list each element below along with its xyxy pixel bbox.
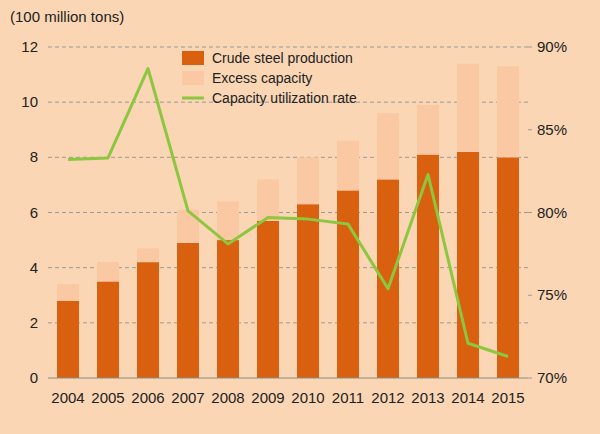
bar: [337, 190, 359, 378]
y-tick-label: 0: [30, 369, 38, 386]
bar: [337, 141, 359, 191]
x-tick-label: 2012: [371, 389, 404, 406]
bar: [137, 262, 159, 378]
bar: [417, 155, 439, 378]
grid-line: [48, 157, 528, 158]
bar: [97, 262, 119, 281]
chart-container: (100 million tons) 0 2 4 6 8 10 12 70% 75% 80% 85% 9…: [0, 0, 600, 434]
bar: [497, 157, 519, 378]
bar: [257, 179, 279, 220]
chart-svg: (100 million tons) 0 2 4 6 8 10 12 70% 75% 80% 85% 9…: [0, 0, 600, 434]
bar: [417, 105, 439, 155]
bar: [297, 204, 319, 378]
y-tick-label: 8: [30, 148, 38, 165]
bar: [137, 248, 159, 262]
bar: [257, 221, 279, 378]
y2-tick: [528, 212, 532, 213]
bar: [377, 113, 399, 179]
x-tick-label: 2008: [211, 389, 244, 406]
legend-swatch: [182, 71, 204, 85]
y-tick-label: 10: [21, 93, 38, 110]
plot-area: [57, 64, 519, 378]
x-axis-line: [48, 378, 528, 379]
legend-label: Capacity utilization rate: [212, 90, 357, 106]
bar: [177, 210, 199, 243]
y2-tick: [528, 129, 532, 130]
y2-tick-label: 70%: [537, 369, 567, 386]
y2-tick: [528, 47, 532, 48]
bar: [217, 240, 239, 378]
x-tick-label: 2009: [251, 389, 284, 406]
bar: [57, 301, 79, 378]
y2-tick-label: 90%: [537, 38, 567, 55]
x-tick-label: 2007: [171, 389, 204, 406]
x-tick-label: 2014: [451, 389, 484, 406]
y2-tick-label: 85%: [537, 121, 567, 138]
y2-tick: [528, 378, 532, 379]
y2-tick-label: 80%: [537, 204, 567, 221]
bar: [497, 66, 519, 157]
legend-swatch: [182, 51, 204, 65]
legend-label: Crude steel production: [212, 50, 353, 66]
y-tick-label: 4: [30, 259, 38, 276]
x-tick-label: 2010: [291, 389, 324, 406]
bar: [57, 284, 79, 301]
bar: [297, 157, 319, 204]
y2-tick-label: 75%: [537, 286, 567, 303]
x-tick-label: 2013: [411, 389, 444, 406]
bar: [177, 243, 199, 378]
bar: [217, 201, 239, 240]
y-axis-label: (100 million tons): [10, 8, 124, 25]
y-tick-label: 6: [30, 204, 38, 221]
line: [68, 69, 508, 357]
x-tick-label: 2004: [51, 389, 84, 406]
x-tick-label: 2015: [491, 389, 524, 406]
y-tick-label: 2: [30, 314, 38, 331]
legend-swatch: [182, 97, 204, 100]
y2-tick: [528, 295, 532, 296]
bar: [457, 64, 479, 152]
x-tick-label: 2011: [332, 389, 364, 406]
grid-line: [48, 267, 528, 268]
x-tick-label: 2005: [91, 389, 124, 406]
grid-line: [48, 322, 528, 323]
x-tick-label: 2006: [131, 389, 164, 406]
legend-label: Excess capacity: [212, 70, 312, 86]
y-tick-label: 12: [21, 38, 38, 55]
bar: [97, 281, 119, 378]
grid-line: [48, 212, 528, 213]
grid-line: [48, 47, 528, 48]
